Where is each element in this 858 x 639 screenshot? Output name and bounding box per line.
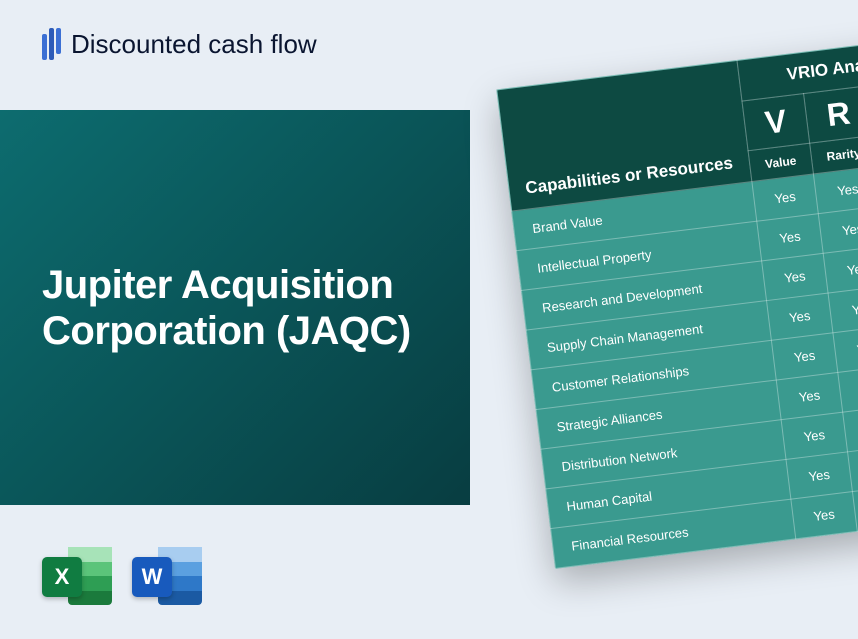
- vrio-table: Capabilities or Resources VRIO Analysis …: [496, 34, 858, 569]
- vrio-table-card: Capabilities or Resources VRIO Analysis …: [496, 34, 858, 569]
- cell-rarity: Yes: [828, 285, 858, 333]
- col-letter-r: R: [803, 86, 858, 143]
- excel-badge: X: [42, 557, 82, 597]
- cell-rarity: Yes: [818, 206, 858, 254]
- vrio-body: Brand ValueYesYesNoIntellectual Property…: [511, 156, 858, 569]
- brand-logo: Discounted cash flow: [42, 28, 317, 60]
- word-icon: W: [132, 541, 202, 611]
- cell-rarity: Yes: [833, 325, 858, 373]
- cell-value: Yes: [790, 492, 857, 539]
- logo-icon: [42, 28, 61, 60]
- cell-rarity: Yes: [813, 166, 858, 214]
- hero-panel: Jupiter Acquisition Corporation (JAQC): [0, 110, 470, 505]
- col-letter-v: V: [742, 94, 810, 151]
- word-badge: W: [132, 557, 172, 597]
- cell-rarity: Yes: [823, 246, 858, 294]
- app-icons: X W: [42, 541, 202, 611]
- excel-icon: X: [42, 541, 112, 611]
- brand-name: Discounted cash flow: [71, 29, 317, 60]
- company-title: Jupiter Acquisition Corporation (JAQC): [42, 262, 470, 354]
